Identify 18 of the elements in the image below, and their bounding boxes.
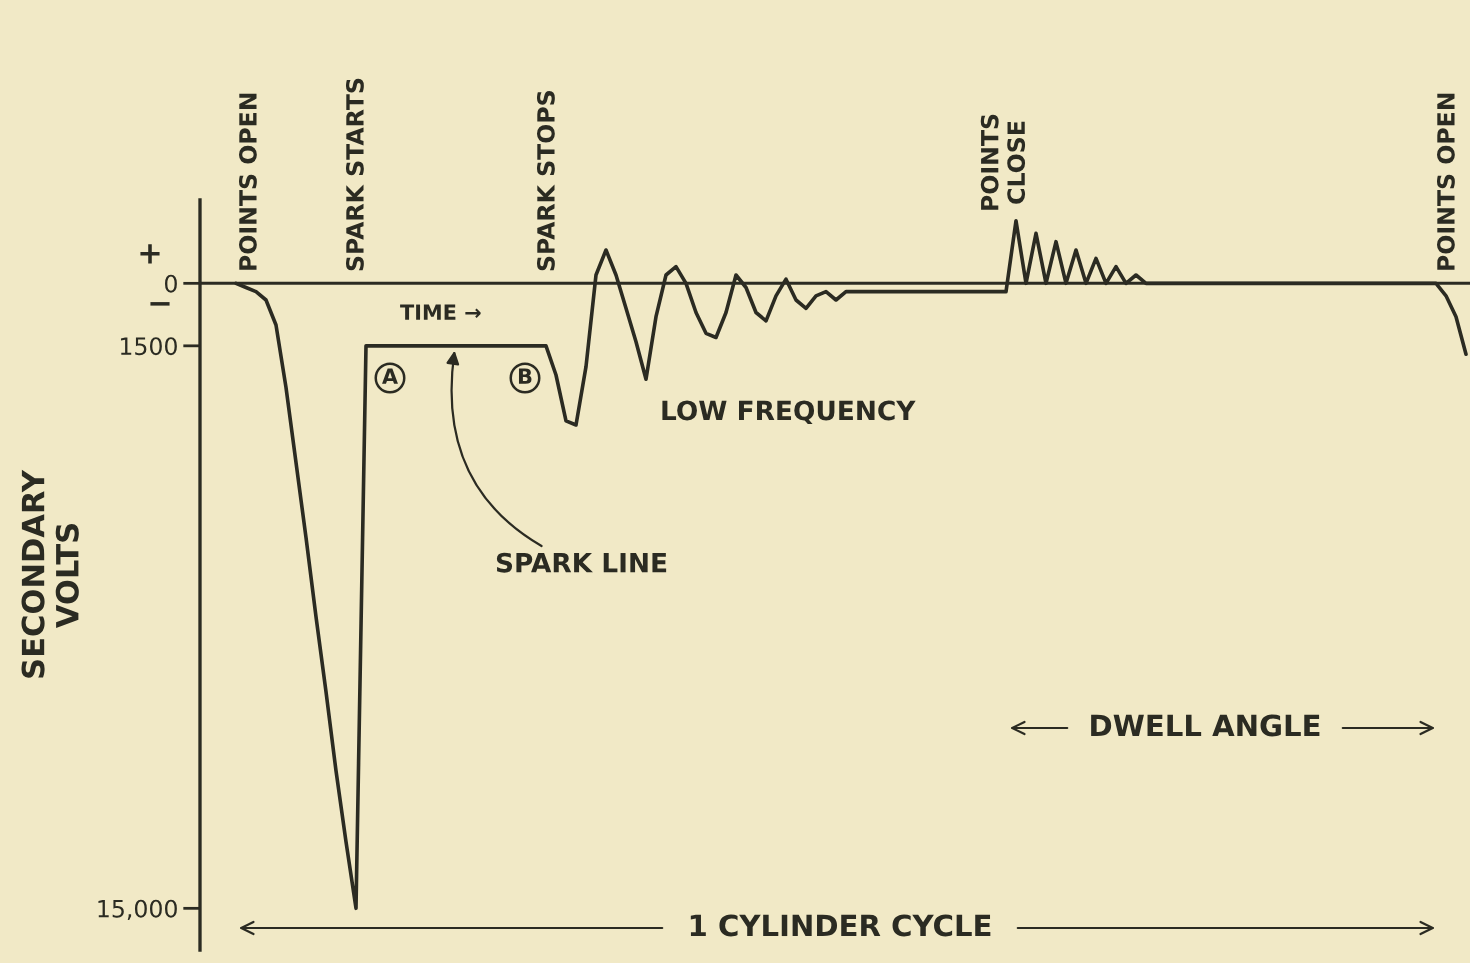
annotation: SPARK STOPS bbox=[536, 91, 555, 271]
annotation: 1 CYLINDER CYCLE bbox=[690, 914, 991, 937]
annotation: POINTS OPEN bbox=[1436, 93, 1455, 270]
text: + bbox=[140, 244, 160, 264]
y-tick-label: 0 bbox=[165, 274, 177, 293]
annotation: TIME → bbox=[400, 304, 481, 320]
y-tick-label: 1500 bbox=[120, 337, 177, 356]
y-axis-title: SECONDARY VOLTS bbox=[21, 469, 79, 678]
y-tick-label: 15,000 bbox=[98, 899, 177, 921]
annotation: POINTS CLOSE bbox=[980, 114, 1026, 210]
annotation: DWELL ANGLE bbox=[1091, 714, 1320, 737]
annotation: B bbox=[518, 368, 532, 384]
annotation: SPARK STARTS bbox=[345, 78, 364, 271]
annotation: POINTS OPEN bbox=[238, 93, 257, 270]
annotation: LOW FREQUENCY bbox=[662, 400, 916, 424]
annotation: A bbox=[382, 368, 398, 384]
text: − bbox=[150, 302, 170, 306]
annotation: SPARK LINE bbox=[496, 552, 667, 573]
